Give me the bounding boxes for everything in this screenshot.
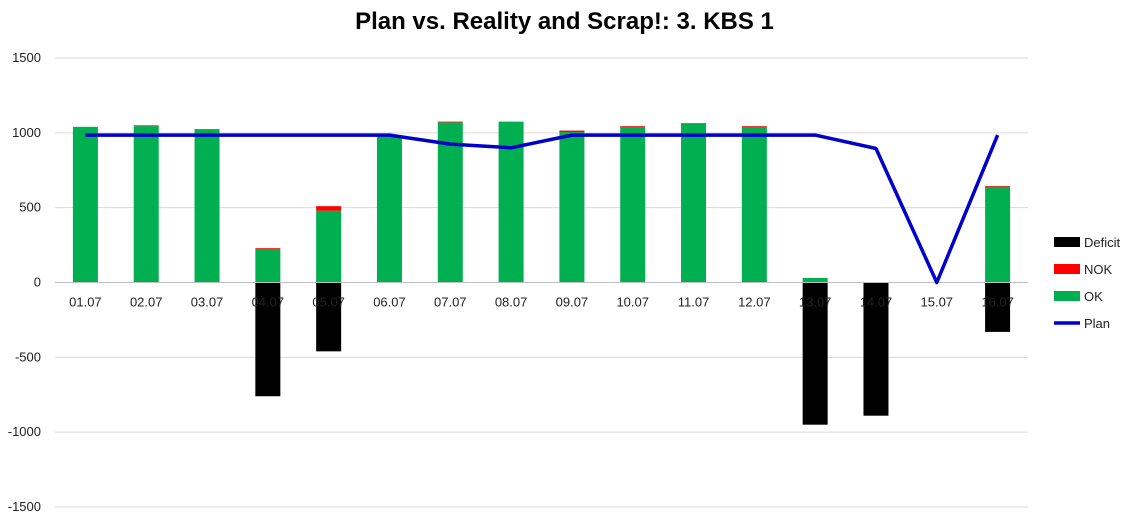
x-tick-label: 02.07 [130,295,163,310]
bar-nok-07.07 [437,121,463,123]
plan-line [85,133,1000,285]
bar-deficit-14.07 [863,282,889,416]
chart-title: Plan vs. Reality and Scrap!: 3. KBS 1 [355,8,774,35]
bar-deficit-04.07 [255,282,281,397]
bar-nok-04.07 [255,248,281,249]
x-tick-label: 12.07 [738,295,771,310]
y-tick-label: -500 [15,349,41,364]
y-tick-label: -1500 [8,499,41,514]
y-tick-label: 0 [34,275,41,290]
legend-label-ok: OK [1084,289,1103,304]
legend-label-nok: NOK [1084,262,1113,277]
x-tick-label: 10.07 [616,295,649,310]
y-tick-label: 1000 [12,125,41,140]
x-axis-ticks: 01.07 02.07 03.07 04.07 05.07 06.07 07.07 08.07… [69,295,1014,310]
x-tick-label: 04.07 [252,295,285,310]
x-tick-label: 07.07 [434,295,467,310]
bar-nok-16.07 [985,185,1011,187]
y-tick-label: 500 [19,200,41,215]
bar-nok-05.07 [316,206,342,211]
bar-ok-12.07 [741,126,767,283]
x-tick-label: 06.07 [373,295,406,310]
bar-ok-10.07 [620,126,646,283]
bar-ok-04.07 [255,248,281,283]
bar-ok-16.07 [985,186,1011,283]
x-tick-label: 09.07 [556,295,589,310]
y-axis-ticks: 1500 1000 500 0 -500 -1000 -1500 [8,50,41,514]
legend-swatch-deficit [1054,237,1080,247]
y-tick-label: -1000 [8,424,41,439]
x-tick-label: 05.07 [312,295,345,310]
bar-ok-06.07 [376,135,402,283]
legend-label-deficit: Deficit [1084,235,1121,250]
legend-swatch-ok [1054,291,1080,301]
bar-nok-09.07 [559,130,585,133]
bar-nok-10.07 [620,126,646,127]
bar-ok-01.07 [72,126,98,283]
x-tick-label: 08.07 [495,295,528,310]
x-tick-label: 03.07 [191,295,224,310]
x-tick-label: 15.07 [921,295,954,310]
bar-nok-02.07 [133,125,159,127]
bar-deficit-05.07 [316,282,342,352]
bar-ok-09.07 [559,132,585,283]
plan-line-layer [85,133,1000,285]
bar-ok-05.07 [316,210,342,283]
legend: Deficit NOK OK Plan [1054,235,1121,331]
bar-ok-11.07 [681,123,707,283]
bar-deficit-13.07 [802,282,828,425]
bar-ok-03.07 [194,129,220,283]
x-tick-label: 16.07 [981,295,1014,310]
bar-ok-13.07 [802,278,828,283]
bar-ok-07.07 [437,122,463,283]
bar-ok-02.07 [133,126,159,283]
legend-swatch-nok [1054,264,1080,274]
y-tick-label: 1500 [12,50,41,65]
bar-deficit-16.07 [985,282,1011,332]
bars [72,121,1011,425]
x-tick-label: 01.07 [69,295,102,310]
x-tick-label: 13.07 [799,295,832,310]
x-tick-label: 14.07 [860,295,893,310]
legend-label-plan: Plan [1084,316,1110,331]
bar-nok-12.07 [741,126,767,127]
x-tick-label: 11.07 [678,295,710,310]
